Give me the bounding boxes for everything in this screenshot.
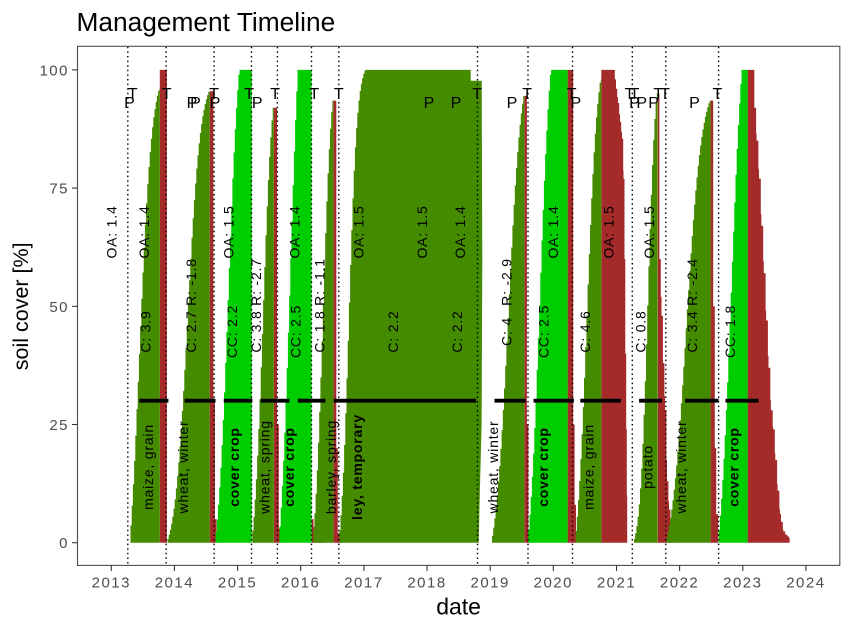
svg-text:2023: 2023 [723,575,762,592]
svg-text:R: -2.7: R: -2.7 [248,258,264,306]
svg-text:cover crop: cover crop [281,427,297,507]
svg-text:C: 2.2: C: 2.2 [449,310,465,352]
svg-text:cover crop: cover crop [226,427,242,507]
svg-text:C: 3.4: C: 3.4 [684,310,700,352]
svg-text:T: T [630,86,640,103]
svg-text:OA: 1.5: OA: 1.5 [600,205,616,258]
svg-text:100: 100 [39,62,69,79]
svg-text:2013: 2013 [92,575,131,592]
svg-text:P: P [210,95,221,112]
svg-text:2015: 2015 [218,575,257,592]
svg-text:25: 25 [49,417,69,434]
svg-text:OA: 1.5: OA: 1.5 [351,205,367,258]
svg-text:soil cover [%]: soil cover [%] [9,242,33,370]
svg-text:OA: 1.4: OA: 1.4 [452,205,468,258]
svg-text:cover crop: cover crop [535,427,551,507]
svg-text:0: 0 [59,535,69,552]
svg-text:P: P [124,95,135,112]
svg-text:P: P [689,95,700,112]
svg-text:T: T [162,86,172,103]
svg-text:T: T [244,86,254,103]
svg-text:C: 3.8: C: 3.8 [248,310,264,352]
svg-text:C: 2.2: C: 2.2 [385,310,401,352]
svg-text:2024: 2024 [786,575,825,592]
svg-text:T: T [625,86,635,103]
svg-text:barley, spring: barley, spring [323,420,339,514]
svg-text:wheat, winter: wheat, winter [673,421,689,515]
svg-text:50: 50 [49,299,69,316]
svg-text:maize, grain: maize, grain [140,424,156,510]
svg-text:T: T [653,86,663,103]
svg-text:maize, grain: maize, grain [580,424,596,510]
svg-text:C: 4.6: C: 4.6 [577,310,593,352]
svg-text:OA: 1.5: OA: 1.5 [220,205,236,258]
svg-text:T: T [309,86,319,103]
svg-text:R: -1.8: R: -1.8 [183,258,199,306]
svg-text:2018: 2018 [407,575,446,592]
svg-text:2021: 2021 [597,575,636,592]
svg-text:R: -2.4: R: -2.4 [684,258,700,306]
svg-text:wheat, winter: wheat, winter [485,421,501,515]
svg-text:75: 75 [49,181,69,198]
svg-text:wheat, spring: wheat, spring [256,420,272,515]
svg-text:P: P [451,95,462,112]
svg-text:P: P [636,95,647,112]
svg-text:C: 1.8: C: 1.8 [311,310,327,352]
svg-text:T: T [334,86,344,103]
svg-text:P: P [424,95,435,112]
svg-text:C: 4: C: 4 [498,317,514,346]
svg-text:P: P [252,95,263,112]
svg-text:R: -2.9: R: -2.9 [498,258,514,306]
svg-text:2016: 2016 [281,575,320,592]
svg-text:P: P [187,95,198,112]
svg-text:date: date [436,594,481,620]
svg-text:OA: 1.4: OA: 1.4 [103,205,119,258]
svg-text:wheat, winter: wheat, winter [175,421,191,515]
svg-text:T: T [567,86,577,103]
svg-text:T: T [270,86,280,103]
svg-text:T: T [209,86,219,103]
svg-text:P: P [629,95,640,112]
svg-text:2019: 2019 [471,575,510,592]
svg-text:OA: 1.4: OA: 1.4 [545,205,561,258]
svg-text:CC: 2.2: CC: 2.2 [224,305,240,358]
svg-text:T: T [713,86,723,103]
svg-text:CC: 1.8: CC: 1.8 [722,305,738,358]
svg-text:2022: 2022 [660,575,699,592]
svg-text:2017: 2017 [344,575,383,592]
svg-text:OA: 1.4: OA: 1.4 [136,205,152,258]
svg-text:OA: 1.4: OA: 1.4 [286,205,302,258]
svg-text:Management Timeline: Management Timeline [77,7,336,37]
svg-text:P: P [190,95,201,112]
svg-text:OA: 1.5: OA: 1.5 [641,205,657,258]
svg-text:C: 0.8: C: 0.8 [632,310,648,352]
svg-text:T: T [128,86,138,103]
svg-text:CC: 2.5: CC: 2.5 [287,305,303,358]
svg-text:potato: potato [639,445,655,489]
svg-text:C: 2.7: C: 2.7 [183,310,199,352]
svg-text:2020: 2020 [534,575,573,592]
svg-text:cover crop: cover crop [725,427,741,507]
svg-text:T: T [660,86,670,103]
svg-text:T: T [522,86,532,103]
svg-text:2014: 2014 [155,575,194,592]
svg-text:P: P [648,95,659,112]
svg-text:CC: 2.5: CC: 2.5 [535,305,551,358]
svg-text:C: 3.9: C: 3.9 [137,310,153,352]
svg-text:P: P [570,95,581,112]
svg-text:T: T [472,86,482,103]
svg-text:P: P [507,95,518,112]
svg-text:R: -1.1: R: -1.1 [311,258,327,306]
svg-text:ley, temporary: ley, temporary [349,414,365,520]
svg-text:OA: 1.5: OA: 1.5 [414,205,430,258]
